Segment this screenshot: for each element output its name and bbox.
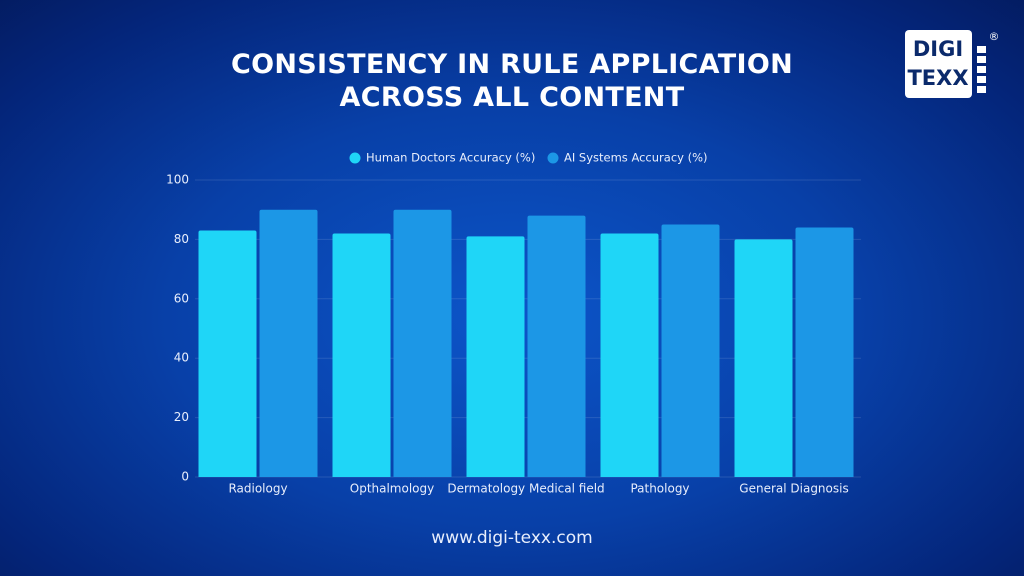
x-tick-label: General Diagnosis xyxy=(739,482,848,496)
y-tick-label: 60 xyxy=(174,291,189,305)
logo-box xyxy=(905,30,972,98)
x-tick-label: Pathology xyxy=(630,482,689,496)
y-tick-label: 80 xyxy=(174,232,189,246)
bar xyxy=(259,209,318,477)
legend-label: AI Systems Accuracy (%) xyxy=(564,151,708,165)
bar xyxy=(795,227,854,477)
bar xyxy=(198,230,257,477)
y-tick-label: 0 xyxy=(181,470,189,484)
bar xyxy=(332,233,391,477)
bar xyxy=(734,239,793,477)
y-tick-label: 20 xyxy=(174,410,189,424)
footer: www.digi-texx.com xyxy=(431,528,592,548)
logo-text: TEXX xyxy=(907,66,968,90)
logo-strip xyxy=(977,46,986,93)
chart-title: CONSISTENCY IN RULE APPLICATION ACROSS A… xyxy=(231,49,793,113)
y-tick-label: 40 xyxy=(174,351,189,365)
bar xyxy=(466,236,525,477)
x-tick-label: Radiology xyxy=(228,482,287,496)
x-tick-label: Dermatology Medical field xyxy=(447,482,604,496)
logo-text: DIGI xyxy=(913,37,963,61)
bar xyxy=(527,215,586,477)
bar xyxy=(661,224,720,477)
bar xyxy=(393,209,452,477)
bar xyxy=(600,233,659,477)
logo-mark: ® xyxy=(989,30,1000,43)
legend-marker xyxy=(547,152,559,164)
legend-marker xyxy=(349,152,361,164)
legend-label: Human Doctors Accuracy (%) xyxy=(366,151,535,165)
x-tick-label: Opthalmology xyxy=(350,482,435,496)
y-tick-label: 100 xyxy=(166,173,189,187)
